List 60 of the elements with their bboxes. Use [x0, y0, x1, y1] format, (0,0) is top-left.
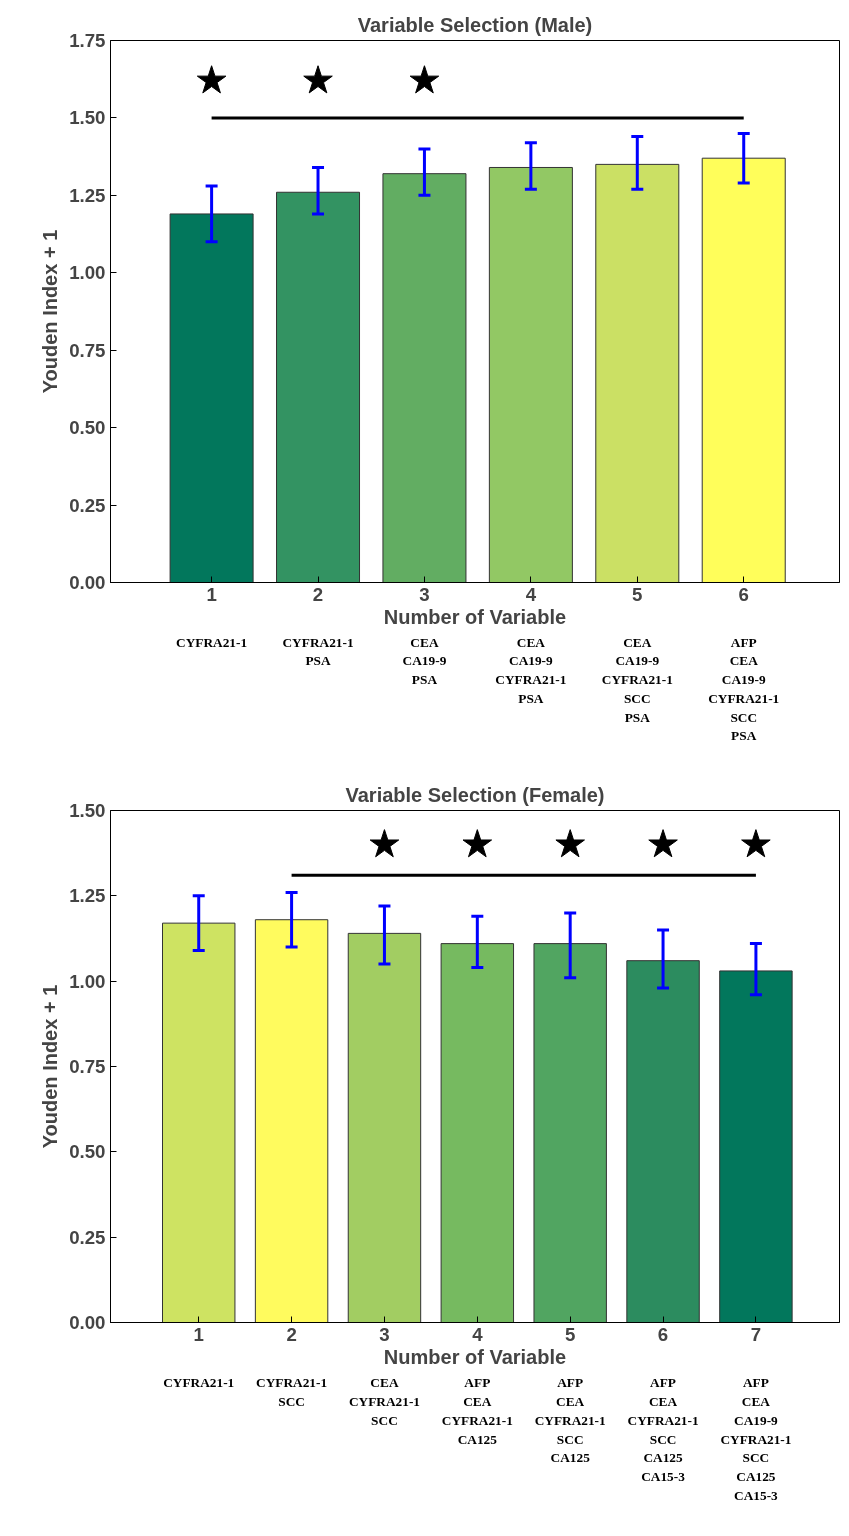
text: CYFRA21-1 SCC: [256, 1375, 328, 1410]
text: AFP CEA CA19-9 CYFRA21-1 SCC CA125 CA15-3: [720, 1375, 792, 1503]
y-tick-label: 1.75: [69, 30, 106, 51]
bar: [701, 157, 786, 583]
bar: [169, 213, 254, 583]
y-tick-label: 0.00: [69, 1312, 106, 1333]
bar: [276, 191, 361, 583]
text: CEA CA19-9 CYFRA21-1 SCC PSA: [601, 634, 673, 725]
bar: [488, 166, 573, 583]
bar: [626, 960, 700, 1323]
y-tick-label: 1.25: [69, 885, 106, 907]
text: CYFRA21-1: [176, 634, 248, 650]
y-axis-title: Youden Index + 1: [39, 229, 62, 394]
bar: [440, 943, 515, 1323]
y-tick-label: 0.25: [69, 1226, 106, 1248]
x-tick-label: 3: [379, 1323, 390, 1345]
bar: [347, 932, 422, 1323]
x-tick-label: 7: [750, 1323, 762, 1345]
y-tick-label: 0.00: [69, 572, 106, 593]
bar: [533, 943, 607, 1323]
y-tick-label: 0.50: [69, 417, 106, 439]
x-tick-label: 4: [472, 1323, 484, 1345]
y-tick-label: 1.50: [69, 107, 106, 129]
x-tick-label: 5: [565, 1323, 576, 1345]
text: AFP CEA CYFRA21-1 SCC CA125: [534, 1375, 606, 1466]
text: AFP CEA CA19-9 CYFRA21-1 SCC PSA: [708, 634, 780, 744]
bar: [595, 163, 680, 583]
chart-title: Variable Selection (Male): [357, 13, 593, 36]
bar: [162, 922, 236, 1323]
text: CEA CA19-9 PSA: [402, 634, 447, 688]
bar: [719, 970, 793, 1323]
bar: [382, 173, 467, 583]
text: AFP CEA CYFRA21-1 SCC CA125 CA15-3: [627, 1375, 699, 1485]
text: CYFRA21-1: [163, 1375, 235, 1391]
text: CEA CA19-9 CYFRA21-1 PSA: [495, 634, 567, 706]
x-tick-label: 6: [657, 1323, 669, 1345]
x-tick-label: 2: [286, 1323, 297, 1345]
x-axis-title: Number of Variable: [383, 1345, 567, 1368]
y-tick-label: 1.50: [69, 800, 106, 821]
x-tick-label: 6: [738, 583, 749, 605]
x-tick-label: 3: [419, 583, 430, 605]
x-tick-label: 4: [525, 583, 537, 605]
y-tick-label: 0.75: [69, 1056, 106, 1077]
text: CEA CYFRA21-1 SCC: [348, 1375, 420, 1428]
bar: [254, 919, 329, 1323]
y-tick-label: 0.25: [69, 494, 106, 516]
y-tick-label: 1.00: [69, 262, 106, 284]
x-tick-label: 1: [193, 1323, 204, 1345]
y-tick-label: 1.25: [69, 184, 106, 206]
chart-title: Variable Selection (Female): [345, 783, 605, 806]
x-axis-title: Number of Variable: [383, 605, 567, 628]
text: CYFRA21-1 PSA: [282, 634, 354, 669]
x-tick-label: 5: [632, 583, 643, 605]
y-axis-title: Youden Index + 1: [39, 984, 62, 1149]
y-tick-label: 0.75: [69, 339, 106, 361]
y-tick-label: 0.50: [69, 1141, 106, 1163]
y-tick-label: 1.00: [69, 970, 106, 992]
x-tick-label: 1: [206, 583, 217, 605]
text: AFP CEA CYFRA21-1 CA125: [441, 1375, 513, 1447]
x-tick-label: 2: [312, 583, 324, 605]
